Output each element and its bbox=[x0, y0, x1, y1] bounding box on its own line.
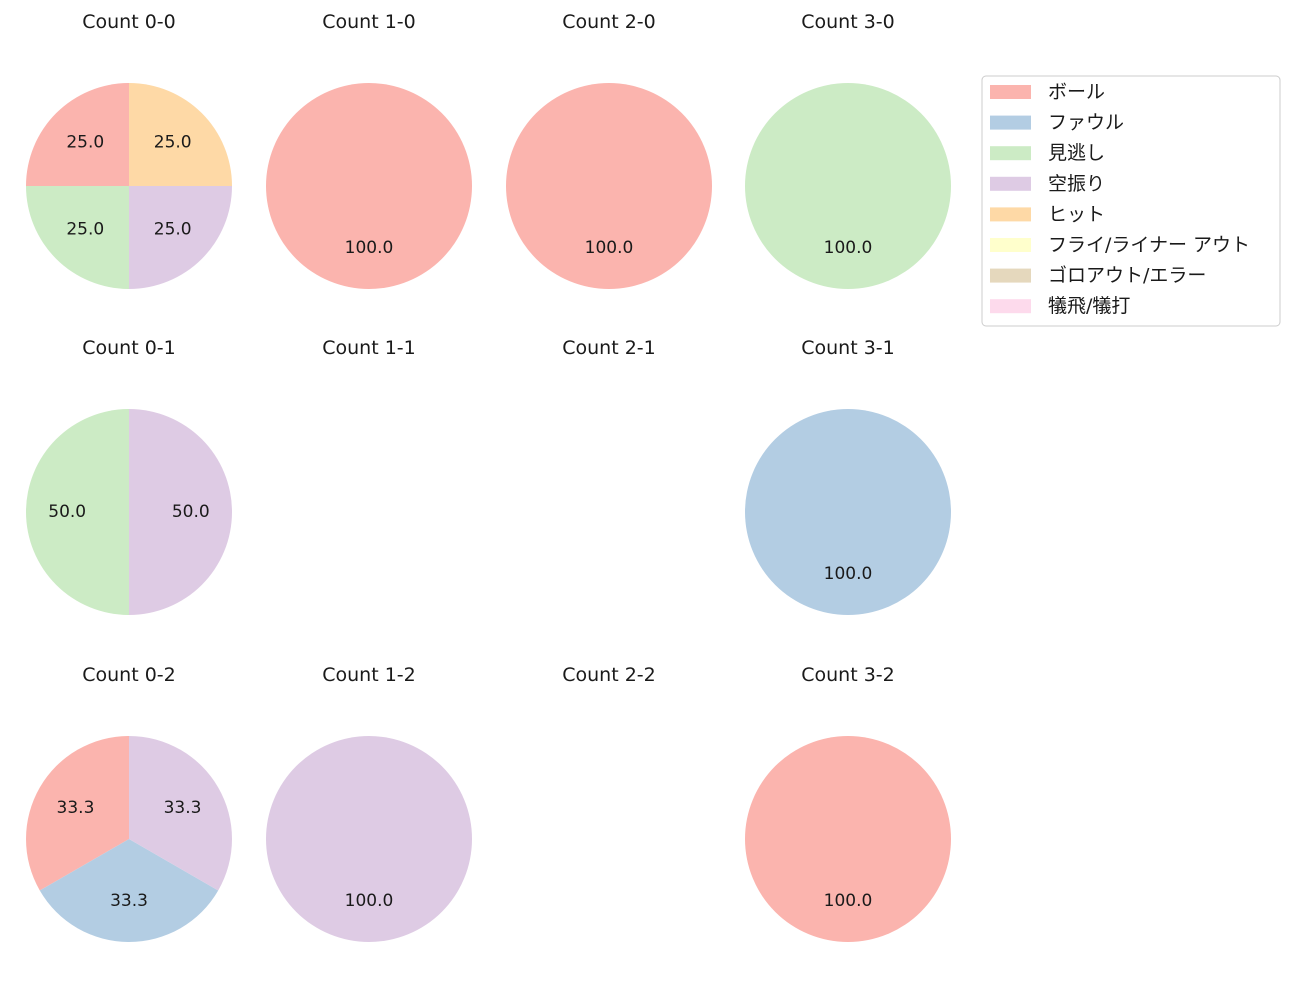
pie-panel: Count 0-0 25.0 25.0 25.0 25.0 bbox=[26, 11, 232, 289]
pie-panel: Count 3-2 100.0 bbox=[745, 664, 951, 942]
legend-label: 犠飛/犠打 bbox=[1048, 295, 1130, 317]
legend-swatch bbox=[990, 176, 1031, 191]
legend-swatch bbox=[990, 146, 1031, 161]
pie-slice bbox=[506, 83, 712, 289]
slice-label: 100.0 bbox=[345, 238, 394, 258]
pie-panel: Count 2-1 bbox=[562, 337, 656, 359]
panel-title: Count 3-2 bbox=[801, 664, 895, 686]
pie-slice bbox=[129, 736, 232, 891]
pie-slice bbox=[26, 186, 129, 289]
pie-slice bbox=[26, 83, 129, 186]
pie-slice bbox=[745, 83, 951, 289]
slice-label: 50.0 bbox=[172, 502, 210, 522]
slice-label: 100.0 bbox=[824, 238, 873, 258]
legend-swatch bbox=[990, 115, 1031, 130]
pie-panel: Count 0-2 33.3 33.3 33.3 bbox=[26, 664, 232, 942]
pie-panel: Count 3-0 100.0 bbox=[745, 11, 951, 289]
pie-slice bbox=[129, 83, 232, 186]
panel-title: Count 3-1 bbox=[801, 337, 895, 359]
pie-slice bbox=[745, 409, 951, 615]
pie-slice bbox=[266, 736, 472, 942]
legend-swatch bbox=[990, 299, 1031, 314]
slice-label: 25.0 bbox=[66, 132, 104, 152]
slice-label: 33.3 bbox=[110, 891, 148, 911]
legend-label: フライ/ライナー アウト bbox=[1048, 234, 1250, 256]
pie-panel: Count 0-1 50.0 50.0 bbox=[26, 337, 232, 615]
slice-label: 50.0 bbox=[48, 502, 86, 522]
slice-label: 25.0 bbox=[154, 220, 192, 240]
pie-panel: Count 1-2 100.0 bbox=[266, 664, 472, 942]
panel-title: Count 0-1 bbox=[82, 337, 176, 359]
legend-label: 見逃し bbox=[1048, 142, 1105, 164]
legend-label: ボール bbox=[1048, 81, 1105, 103]
pie-slice bbox=[129, 409, 232, 615]
pie-slice bbox=[266, 83, 472, 289]
pie-slice bbox=[26, 736, 130, 891]
panel-title: Count 2-1 bbox=[562, 337, 656, 359]
slice-label: 100.0 bbox=[824, 891, 873, 911]
slice-label: 100.0 bbox=[824, 564, 873, 584]
slice-label: 25.0 bbox=[154, 132, 192, 152]
pie-slice bbox=[129, 186, 232, 289]
pie-panel: Count 3-1 100.0 bbox=[745, 337, 951, 615]
legend-frame bbox=[981, 75, 1281, 327]
legend-swatch bbox=[990, 238, 1031, 252]
pie-slice bbox=[745, 736, 951, 942]
legend-label: ファウル bbox=[1048, 112, 1124, 134]
panel-title: Count 2-2 bbox=[562, 664, 656, 686]
panel-title: Count 1-1 bbox=[322, 337, 416, 359]
pie-panel: Count 2-2 bbox=[562, 664, 656, 686]
panel-title: Count 1-2 bbox=[322, 664, 416, 686]
panel-title: Count 2-0 bbox=[562, 11, 656, 33]
pie-panel: Count 1-1 bbox=[322, 337, 416, 359]
legend-label: 空振り bbox=[1048, 173, 1105, 195]
panel-title: Count 0-2 bbox=[82, 664, 176, 686]
slice-label: 33.3 bbox=[164, 798, 202, 818]
pie-panel: Count 1-0 100.0 bbox=[266, 11, 472, 289]
legend-label: ゴロアウト/エラー bbox=[1048, 265, 1206, 287]
pie-slice bbox=[26, 409, 129, 615]
slice-label: 100.0 bbox=[345, 891, 394, 911]
slice-label: 25.0 bbox=[66, 220, 104, 240]
pie-panel: Count 2-0 100.0 bbox=[506, 11, 712, 289]
legend-label: ヒット bbox=[1048, 203, 1105, 225]
slice-label: 100.0 bbox=[585, 238, 634, 258]
panel-title: Count 0-0 bbox=[82, 11, 176, 33]
legend-swatch bbox=[990, 85, 1031, 99]
panel-title: Count 3-0 bbox=[801, 11, 895, 33]
legend-swatch bbox=[990, 268, 1031, 283]
legend-swatch bbox=[990, 207, 1031, 222]
panel-title: Count 1-0 bbox=[322, 11, 416, 33]
slice-label: 33.3 bbox=[57, 798, 95, 818]
